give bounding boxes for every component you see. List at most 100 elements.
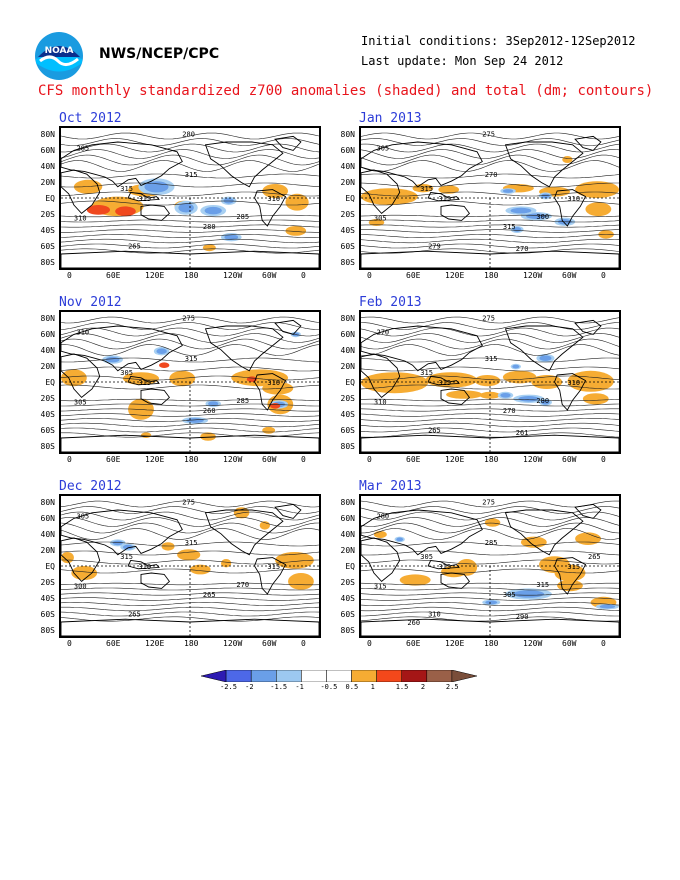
warm-anomaly <box>446 390 483 399</box>
contour-line <box>361 327 619 337</box>
contour-line <box>361 200 619 206</box>
lat-label: 80S <box>340 442 355 451</box>
contour-line <box>361 219 619 223</box>
cool-anomaly-core <box>510 207 532 214</box>
continent-outline <box>140 388 171 405</box>
contour-line <box>361 384 619 390</box>
lon-label: 60E <box>406 639 421 648</box>
map-frame: 275 280 285 305 315 315 315 315 305 310 290 265 260 <box>359 494 621 638</box>
contour-label: 270 <box>485 171 498 179</box>
contour-label: 285 <box>236 213 249 221</box>
svg-text:NOAA: NOAA <box>45 46 74 56</box>
panel-oct-2012: Oct 2012 280 285 315 315 315 310 310 285 280 265 … <box>41 111 321 280</box>
warm-anomaly <box>202 244 216 252</box>
contour-line <box>61 616 319 622</box>
continent-outline <box>440 572 471 589</box>
coastlines <box>361 503 619 636</box>
continent-outline <box>361 537 401 583</box>
contour-line <box>61 149 319 159</box>
lat-label: 60N <box>40 514 55 523</box>
lon-label: 120E <box>445 455 465 464</box>
map-frame: 275 270 315 315 315 310 310 280 270 265 261 <box>359 310 621 454</box>
colorbar-label: -1.5 <box>270 683 288 691</box>
warm-anomaly <box>562 156 573 163</box>
map-canvas: 280 285 315 315 315 310 310 285 280 265 <box>61 130 319 268</box>
contour-line <box>361 432 619 438</box>
contour-line <box>361 143 619 153</box>
contour-label: 310 <box>74 214 87 222</box>
lat-label: 40S <box>340 226 355 235</box>
coastlines <box>61 319 319 452</box>
continent-outline <box>427 559 460 570</box>
lon-label: 0 <box>67 639 72 648</box>
contour-label: 315 <box>438 563 451 571</box>
lon-label: 60W <box>262 639 277 648</box>
warm-anomaly <box>399 574 431 586</box>
lat-label: 20N <box>340 362 355 371</box>
lon-label: 180 <box>184 455 199 464</box>
contour-label: 310 <box>567 379 580 387</box>
lon-label: 60E <box>106 639 121 648</box>
contour-label: 300 <box>74 582 87 590</box>
contour-label: 270 <box>516 245 529 253</box>
lon-label: 0 <box>601 639 606 648</box>
lon-label: 0 <box>67 271 72 280</box>
panel-mar-2013: Mar 2013 275 280 285 305 315 315 315 315 305 310 2… <box>341 479 621 648</box>
contour-line <box>61 517 319 527</box>
lat-label: 60N <box>340 146 355 155</box>
coastlines <box>61 135 319 268</box>
continent-outline <box>504 325 584 372</box>
warm-anomaly <box>474 375 501 387</box>
contour-line <box>361 403 619 407</box>
continent-outline <box>127 375 160 386</box>
lat-label: 60N <box>340 330 355 339</box>
lat-label: 40S <box>340 594 355 603</box>
cool-anomaly-core <box>122 544 134 550</box>
colorbar-segment <box>401 670 428 682</box>
contour-label: 310 <box>267 195 280 203</box>
continent-outline <box>361 618 619 636</box>
warm-anomaly <box>373 531 387 538</box>
continent-outline <box>427 375 460 386</box>
contour-label: 280 <box>182 130 195 138</box>
lat-label: 80S <box>40 258 55 267</box>
cool-anomaly-core <box>541 399 550 405</box>
map-canvas: 275 270 315 315 315 310 310 280 270 265 261 <box>361 314 619 452</box>
warm-anomaly <box>438 185 460 194</box>
contour-label: 265 <box>588 553 601 561</box>
lat-label: EQ <box>345 194 355 203</box>
warm-anomaly <box>61 552 74 564</box>
lon-label: 120W <box>523 455 543 464</box>
contour-label: 315 <box>120 553 133 561</box>
contour-line <box>61 611 319 617</box>
contour-line <box>361 408 619 412</box>
contour-label: 310 <box>428 610 441 618</box>
anomaly-shading <box>61 331 301 441</box>
contour-line <box>361 522 619 534</box>
lat-label: 20S <box>40 394 55 403</box>
cool-anomaly-core <box>204 206 222 215</box>
contour-label: 270 <box>236 581 249 589</box>
lat-label: 20N <box>40 546 55 555</box>
warm-anomaly <box>368 219 385 226</box>
continent-outline <box>554 557 587 595</box>
continent-outline <box>274 503 302 519</box>
warm-anomaly <box>502 370 537 384</box>
map-canvas: 275 310 315 305 315 310 305 285 260 <box>61 314 319 452</box>
contour-line <box>61 366 319 372</box>
initial-conditions: Initial conditions: 3Sep2012-12Sep2012 <box>361 34 636 48</box>
continent-outline <box>361 141 483 188</box>
colorbar-label: 2 <box>420 683 426 691</box>
lat-label: 40N <box>340 346 355 355</box>
cool-anomaly-core <box>512 364 520 369</box>
lon-label: 60W <box>262 455 277 464</box>
contour-label: 280 <box>377 512 390 520</box>
lon-label: 0 <box>601 271 606 280</box>
contour-line <box>61 541 319 547</box>
continent-outline <box>254 373 287 411</box>
contour-line <box>361 173 619 179</box>
contour-line <box>61 132 319 140</box>
lon-label: 60E <box>106 271 121 280</box>
contour-label: 275 <box>482 314 495 322</box>
lat-label: EQ <box>45 378 55 387</box>
